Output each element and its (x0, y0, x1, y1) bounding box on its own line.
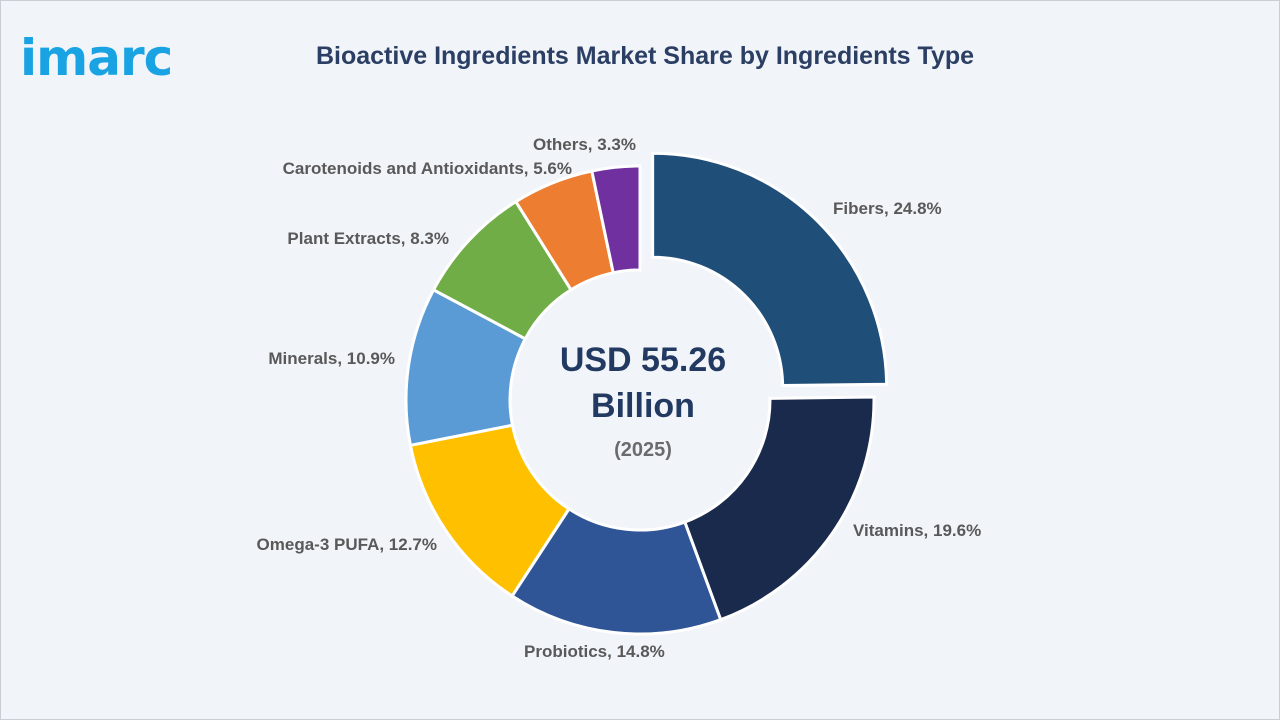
slice-fibers (651, 151, 889, 388)
label-vitamins: Vitamins, 19.6% (853, 521, 981, 540)
slice-probiotics (510, 506, 723, 636)
chart-title: Bioactive Ingredients Market Share by In… (315, 42, 975, 70)
label-omega-3-pufa: Omega-3 PUFA, 12.7% (257, 535, 437, 554)
donut-slices (404, 151, 889, 636)
slice-others (590, 164, 642, 275)
imarc-logo: imarc (20, 29, 173, 87)
slice-labels: Fibers, 24.8% Vitamins, 19.6% Probiotics, … (257, 135, 982, 661)
label-probiotics: Probiotics, 14.8% (524, 642, 665, 661)
label-fibers: Fibers, 24.8% (833, 199, 942, 218)
label-plant-extracts: Plant Extracts, 8.3% (287, 229, 449, 248)
slice-vitamins (682, 395, 876, 622)
label-carotenoids-and-antioxidants: Carotenoids and Antioxidants, 5.6% (283, 159, 572, 178)
center-value-line1: USD 55.26 (560, 341, 726, 379)
center-value-line2: Billion (591, 387, 695, 425)
center-year: (2025) (614, 439, 672, 461)
label-others: Others, 3.3% (533, 135, 636, 154)
label-minerals: Minerals, 10.9% (268, 349, 395, 368)
